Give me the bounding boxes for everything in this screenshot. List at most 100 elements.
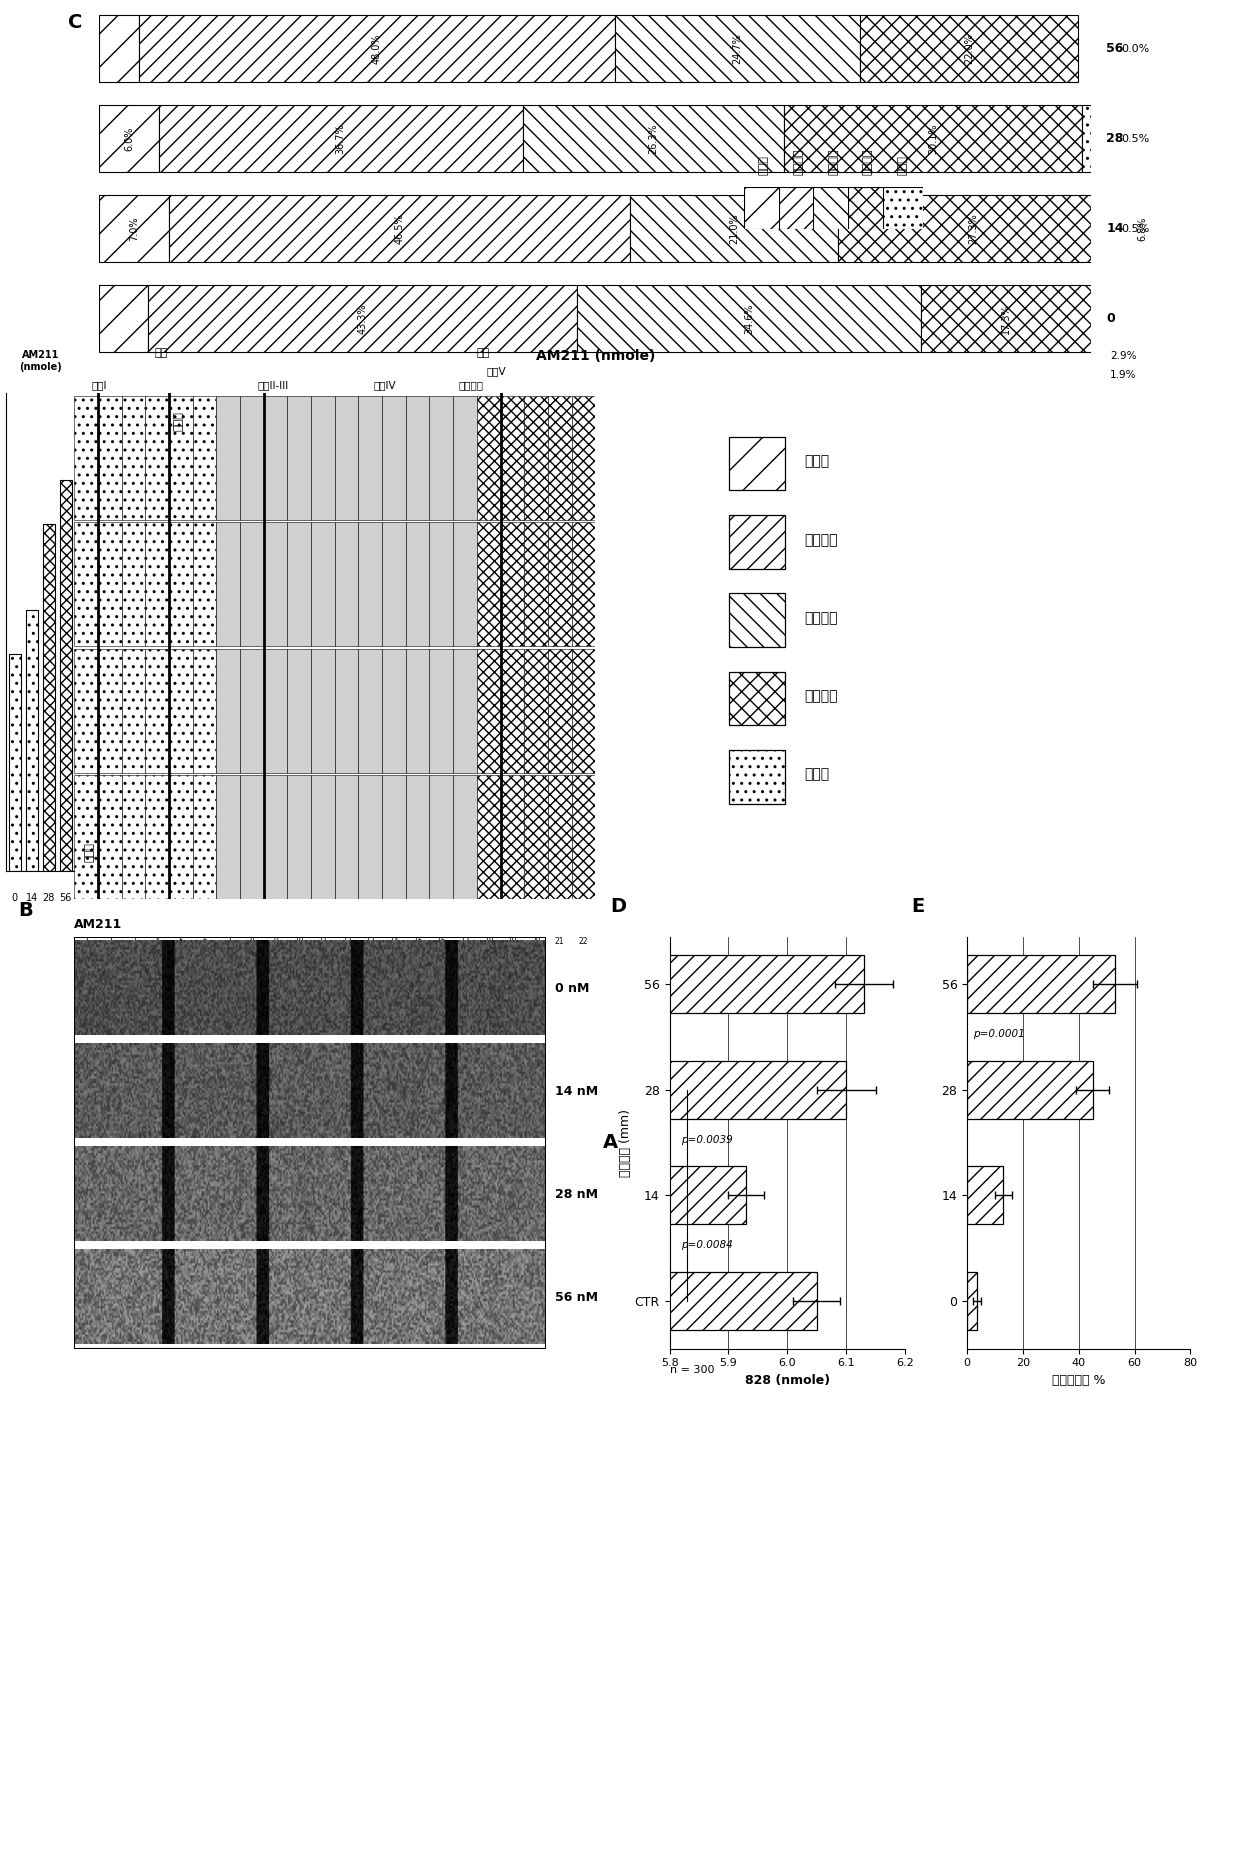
Text: 9: 9 [273,936,278,946]
Text: D: D [611,897,627,916]
Text: p=0.0039: p=0.0039 [681,1135,733,1144]
Text: 0 nM: 0 nM [556,981,589,995]
Text: 10: 10 [294,936,304,946]
Text: 6.0%: 6.0% [124,125,134,152]
Bar [453,395,477,519]
Text: 3: 3 [131,936,136,946]
Bar [139,15,615,82]
Text: p=0.0001: p=0.0001 [973,1028,1024,1040]
Bar [1083,105,1091,172]
Bar [548,648,572,772]
Text: 1: 1 [84,936,88,946]
Bar [9,654,21,871]
Bar [572,395,595,519]
Text: 48.0%: 48.0% [372,34,382,64]
Bar [1109,195,1177,262]
Bar [74,395,98,519]
Bar [429,775,453,899]
Text: 7.0%: 7.0% [129,215,139,242]
Bar [615,15,861,82]
Bar [729,515,785,569]
Text: 14: 14 [40,704,56,714]
Y-axis label: 毛干直径 (mm): 毛干直径 (mm) [619,1109,632,1176]
Bar [264,775,288,899]
Text: 7: 7 [226,936,231,946]
Text: 开始治疗: 开始治疗 [459,380,484,390]
Text: 30.1%: 30.1% [928,124,937,154]
Bar [453,648,477,772]
Bar [358,523,382,646]
Text: 27.3%: 27.3% [968,214,978,243]
Bar [382,523,405,646]
Text: 46.5%: 46.5% [394,214,404,243]
Bar [405,648,429,772]
Bar [148,285,578,352]
Text: 21: 21 [556,936,564,946]
Bar [311,523,335,646]
Bar [288,395,311,519]
Bar [572,648,595,772]
Bar [358,775,382,899]
Text: B: B [17,901,32,920]
Bar [578,285,920,352]
Bar [241,775,264,899]
Bar [288,648,311,772]
Text: 34.6%: 34.6% [744,303,754,333]
Bar [99,195,169,262]
Text: 43.3%: 43.3% [357,303,367,333]
Text: 17: 17 [460,936,470,946]
Bar [335,775,358,899]
Bar [169,648,192,772]
Text: 28: 28 [40,579,56,588]
Bar [122,395,145,519]
Bar [429,395,453,519]
Text: 12: 12 [342,936,351,946]
Bar [729,749,785,804]
Bar [264,395,288,519]
Text: 退行晚期: 退行晚期 [804,532,837,547]
Bar [122,648,145,772]
Text: 休止期: 休止期 [84,843,94,862]
Bar [0,1167,746,1225]
Bar [382,775,405,899]
Bar [548,523,572,646]
Text: 2: 2 [108,936,113,946]
Bar [98,648,122,772]
Bar [572,775,595,899]
Text: 19: 19 [507,936,517,946]
Bar [241,648,264,772]
Bar [145,523,169,646]
Text: p=0.0084: p=0.0084 [681,1240,733,1249]
Bar [98,775,122,899]
Bar [967,1272,977,1330]
Text: 退行中期: 退行中期 [828,148,838,174]
Bar [241,395,264,519]
Text: 5: 5 [179,936,184,946]
Text: 14: 14 [26,893,38,903]
Text: 退行早期: 退行早期 [804,689,837,704]
Text: 6.8%: 6.8% [1138,215,1148,242]
Text: 生长期: 生长期 [804,768,830,781]
Bar [405,523,429,646]
Bar [99,105,159,172]
Bar [548,395,572,519]
Text: 4: 4 [155,936,160,946]
Text: 14: 14 [389,936,399,946]
X-axis label: 828 (nmole): 828 (nmole) [745,1373,830,1386]
Bar [729,436,785,491]
Bar [477,523,501,646]
Bar [920,285,1092,352]
Bar [967,955,1115,1013]
Bar [501,523,525,646]
Text: 休止期: 休止期 [804,455,830,468]
Text: 28: 28 [1106,133,1123,144]
Bar [288,775,311,899]
Text: 22.0%: 22.0% [965,34,975,64]
Text: 15: 15 [413,936,423,946]
Bar [217,648,241,772]
Bar [169,195,630,262]
Text: 56: 56 [60,893,72,903]
Bar [0,1272,817,1330]
Bar [358,395,382,519]
Text: 8: 8 [249,936,254,946]
